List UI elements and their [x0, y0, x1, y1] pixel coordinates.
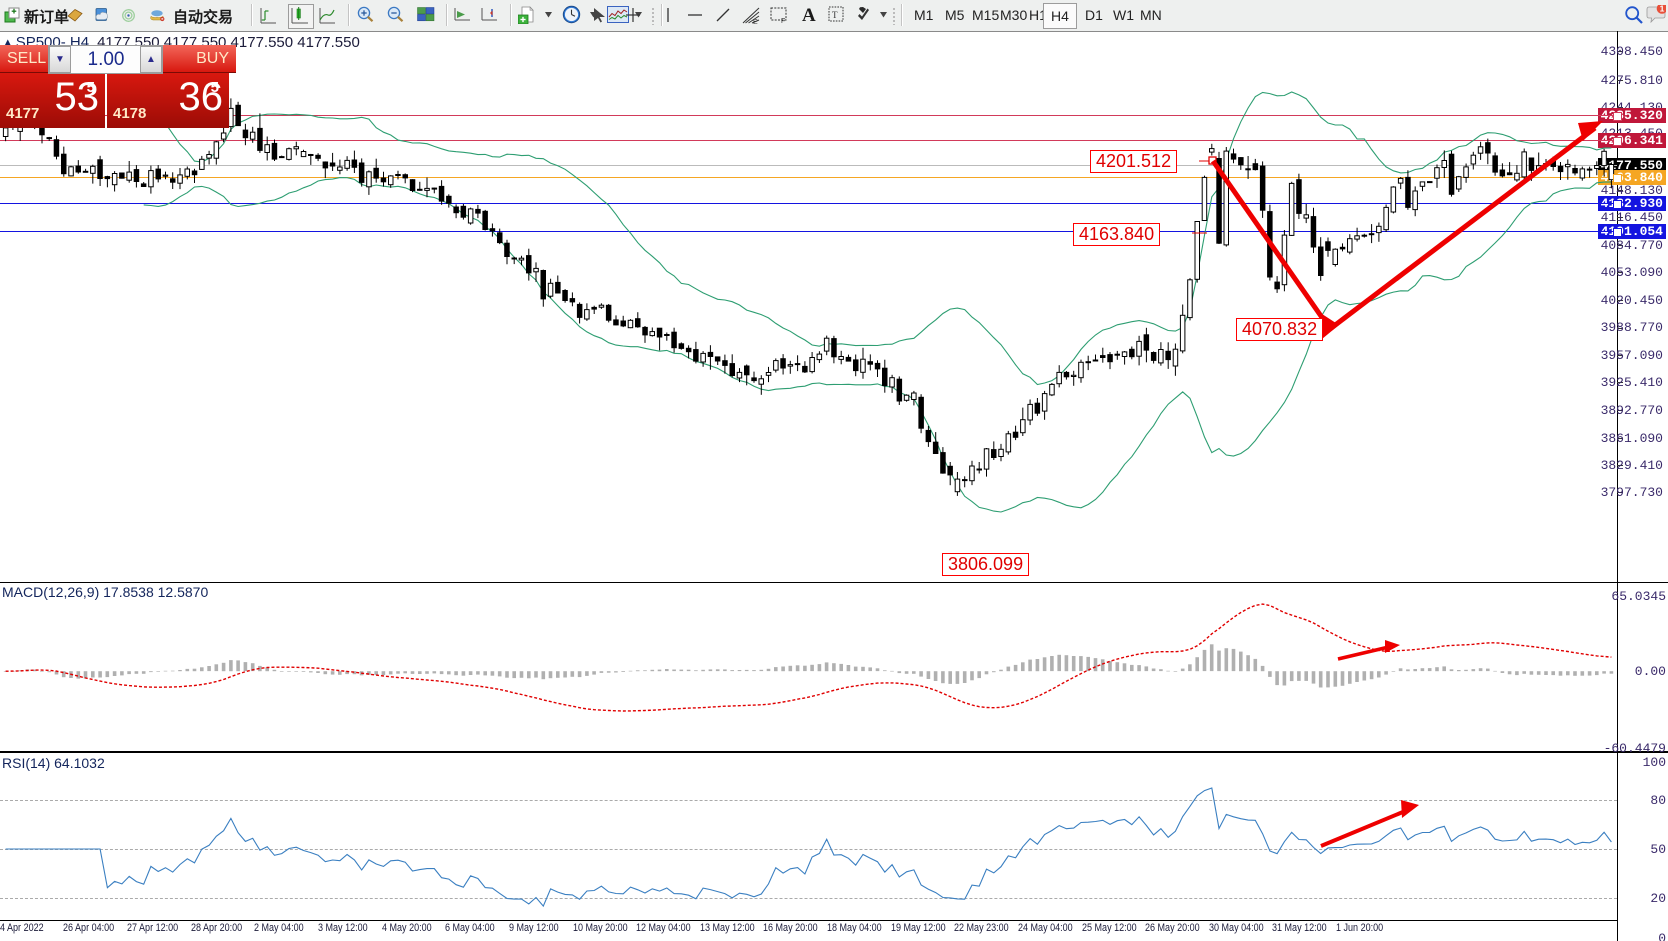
- svg-text:F: F: [781, 18, 785, 23]
- svg-text:T: T: [832, 10, 838, 20]
- svg-text:E: E: [753, 19, 758, 24]
- svg-text:1: 1: [1660, 5, 1665, 13]
